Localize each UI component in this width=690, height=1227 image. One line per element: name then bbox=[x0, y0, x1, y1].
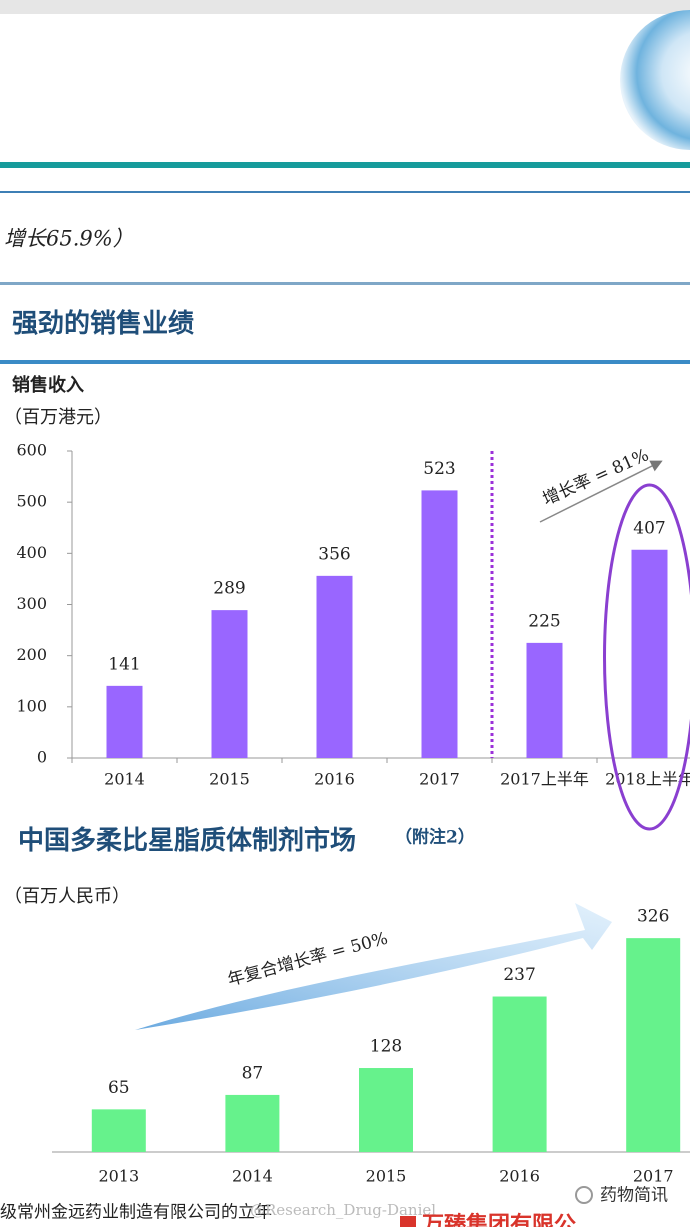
divider bbox=[0, 162, 690, 168]
intro-text: 增长65.9%） bbox=[4, 227, 134, 251]
x-tick-label: 2014 bbox=[232, 1167, 273, 1186]
x-tick-label: 2015 bbox=[366, 1167, 407, 1186]
chart-title-note: （附注2） bbox=[395, 827, 475, 848]
value-label: 356 bbox=[318, 544, 350, 564]
value-label: 289 bbox=[213, 579, 245, 599]
value-label: 87 bbox=[242, 1063, 264, 1083]
divider bbox=[0, 360, 690, 364]
y-tick-label: 400 bbox=[16, 543, 47, 562]
y-tick-label: 500 bbox=[16, 492, 47, 511]
company-logo bbox=[400, 1216, 416, 1227]
x-tick-label: 2018上半年 bbox=[605, 770, 690, 789]
bar bbox=[225, 1094, 280, 1152]
bar bbox=[359, 1068, 413, 1152]
x-tick-label: 2013 bbox=[98, 1167, 139, 1186]
annotation: 增长率 = 81% bbox=[540, 445, 652, 510]
globe-graphic bbox=[620, 10, 690, 150]
bar bbox=[626, 938, 681, 1152]
value-label: 141 bbox=[108, 654, 140, 674]
bar bbox=[421, 490, 458, 758]
bar bbox=[316, 575, 353, 758]
account-name: 药物简讯 bbox=[600, 1186, 668, 1206]
value-label: 128 bbox=[370, 1037, 402, 1057]
growth-arrow bbox=[135, 903, 612, 1030]
chart-title: 销售收入 bbox=[12, 374, 84, 396]
x-tick-label: 2016 bbox=[314, 770, 355, 789]
divider bbox=[0, 282, 690, 285]
watermark: @Research_Drug-Daniel bbox=[250, 1201, 436, 1219]
y-axis-label: （百万人民币） bbox=[4, 886, 130, 907]
bar bbox=[492, 996, 547, 1152]
section-title: 强劲的销售业绩 bbox=[12, 308, 194, 339]
y-tick-label: 100 bbox=[16, 696, 47, 715]
value-label: 225 bbox=[528, 611, 560, 631]
footer-text: 级常州金远药业制造有限公司的立年 bbox=[0, 1203, 272, 1223]
value-label: 326 bbox=[637, 907, 669, 927]
growth-arrow bbox=[539, 460, 663, 523]
top-bar bbox=[0, 0, 690, 14]
bar bbox=[91, 1109, 146, 1152]
x-tick-label: 2016 bbox=[499, 1167, 540, 1186]
x-tick-label: 2017 bbox=[633, 1167, 674, 1186]
company-name: 万臻集团有限公 bbox=[421, 1212, 576, 1227]
bar bbox=[631, 549, 668, 758]
value-label: 523 bbox=[423, 459, 455, 479]
value-label: 407 bbox=[633, 518, 665, 538]
bar bbox=[106, 685, 143, 758]
highlight-ellipse bbox=[603, 483, 690, 831]
chart-title: 中国多柔比星脂质体制剂市场 bbox=[18, 825, 356, 856]
bar bbox=[526, 642, 563, 758]
divider bbox=[0, 191, 690, 193]
x-tick-label: 2014 bbox=[104, 770, 145, 789]
bar bbox=[211, 610, 248, 758]
x-tick-label: 2017 bbox=[419, 770, 460, 789]
value-label: 237 bbox=[503, 965, 535, 985]
y-tick-label: 0 bbox=[37, 748, 47, 767]
x-tick-label: 2015 bbox=[209, 770, 250, 789]
value-label: 65 bbox=[108, 1078, 130, 1098]
account-icon bbox=[575, 1186, 593, 1204]
y-tick-label: 300 bbox=[16, 594, 47, 613]
y-tick-label: 600 bbox=[16, 441, 47, 460]
y-axis-label: （百万港元） bbox=[4, 407, 112, 428]
y-tick-label: 200 bbox=[16, 645, 47, 664]
x-tick-label: 2017上半年 bbox=[500, 770, 589, 789]
